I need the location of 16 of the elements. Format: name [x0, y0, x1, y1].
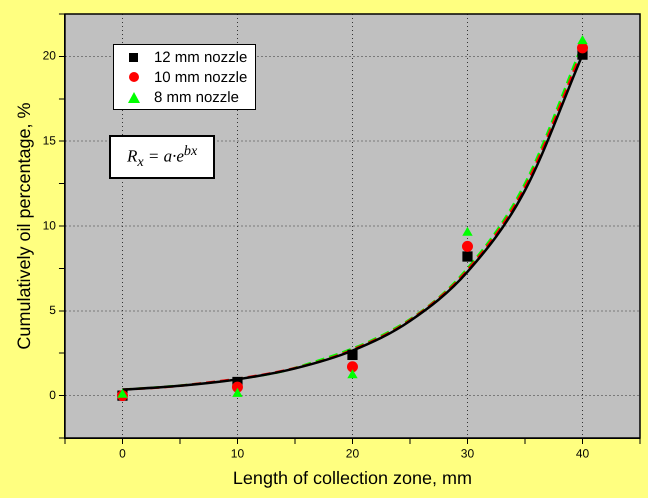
- x-axis-title: Length of collection zone, mm: [232, 468, 472, 488]
- y-tick-label: 5: [49, 303, 56, 318]
- legend-label: 10 mm nozzle: [154, 68, 248, 86]
- x-tick-label: 40: [576, 446, 590, 461]
- y-axis-title: Cumulatively oil percentage, %: [14, 102, 34, 350]
- annotation: R$_{x}$ = a·e$^{bx}$: [108, 135, 216, 180]
- x-tick-label: 0: [119, 446, 126, 461]
- x-tick-label: 10: [230, 446, 244, 461]
- x-tick-label: 30: [460, 446, 474, 461]
- legend-label: 8 mm nozzle: [154, 88, 239, 106]
- y-tick-label: 0: [49, 388, 56, 402]
- legend-label: 12 mm nozzle: [154, 48, 248, 66]
- y-tick-label: 20: [42, 48, 56, 63]
- x-tick-label: 20: [346, 446, 360, 461]
- y-tick-label: 10: [42, 218, 56, 232]
- y-tick-label: 15: [42, 134, 56, 148]
